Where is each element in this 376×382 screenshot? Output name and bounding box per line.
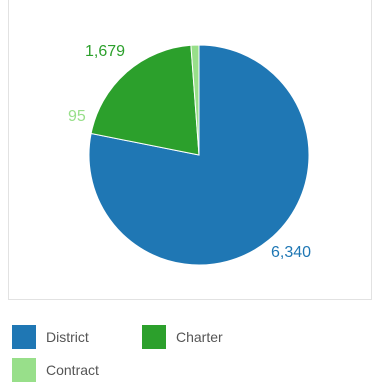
legend-swatch-charter [142,325,166,349]
pie-chart: 6,340 1,679 95 [9,0,373,300]
legend-item-charter[interactable]: Charter [142,325,223,349]
data-label-charter: 1,679 [85,43,125,60]
legend-item-district[interactable]: District [12,325,89,349]
legend-swatch-contract [12,358,36,382]
legend-swatch-district [12,325,36,349]
legend-label-district: District [46,329,89,345]
chart-panel: 6,340 1,679 95 [8,0,372,300]
data-label-district: 6,340 [271,244,311,261]
data-label-contract: 95 [68,108,86,125]
legend-label-contract: Contract [46,362,99,378]
legend-label-charter: Charter [176,329,223,345]
legend-item-contract[interactable]: Contract [12,358,99,382]
